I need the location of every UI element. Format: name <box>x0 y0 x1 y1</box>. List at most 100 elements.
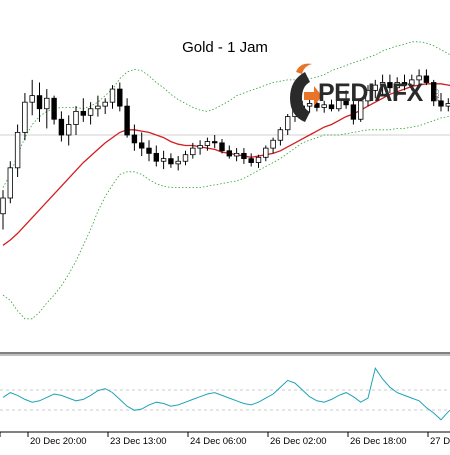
pediafx-logo: PEDIAFX .COM <box>290 63 439 122</box>
candle-body <box>73 110 79 125</box>
candle <box>357 98 364 122</box>
candle <box>87 102 94 125</box>
candle <box>226 145 232 159</box>
candle-body <box>175 160 181 165</box>
candle-body <box>401 82 408 86</box>
candle <box>138 132 145 156</box>
candle <box>0 190 6 230</box>
candle <box>211 135 218 149</box>
candle <box>102 98 108 114</box>
candle-body <box>270 139 276 149</box>
candle-body <box>153 152 159 162</box>
logo-wordmark: PEDIAFX <box>318 79 424 107</box>
candle-body <box>211 141 218 144</box>
candle <box>241 148 247 164</box>
candle <box>372 79 378 99</box>
candlesticks <box>0 69 450 230</box>
candle-body <box>160 158 167 162</box>
candle <box>14 124 21 177</box>
candle-body <box>146 147 152 154</box>
candle-body <box>36 95 43 110</box>
candle-body <box>51 97 57 120</box>
candle <box>321 100 327 113</box>
candle-body <box>80 110 86 116</box>
candle-body <box>314 103 320 108</box>
x-tick-label: 24 Dec 06:00 <box>190 436 247 447</box>
candle <box>7 161 13 204</box>
candle-body <box>131 134 138 144</box>
candle <box>277 127 284 146</box>
candle <box>409 74 415 91</box>
candle-body <box>423 75 430 83</box>
candle-body <box>87 108 94 116</box>
indicator-series-line <box>2 366 450 421</box>
candle <box>109 85 116 109</box>
candle <box>51 95 57 125</box>
candle-body <box>277 129 284 141</box>
candle <box>394 77 400 96</box>
candle <box>401 74 408 91</box>
candle-body <box>379 82 386 86</box>
x-tick-label: 23 Dec 13:00 <box>110 436 167 447</box>
logo-com: .COM <box>433 88 439 101</box>
pediafx-logo-mark <box>290 63 322 122</box>
candle-body <box>124 105 130 136</box>
candle <box>73 106 79 135</box>
candle-body <box>197 145 203 149</box>
candle-body <box>226 150 232 157</box>
candle-body <box>14 131 21 169</box>
candle-body <box>241 152 247 160</box>
candle-body <box>58 118 65 136</box>
candle <box>255 154 262 168</box>
candle-body <box>182 154 189 162</box>
candle-body <box>263 147 269 158</box>
candle <box>233 148 240 162</box>
candle-body <box>255 156 262 163</box>
candle-body <box>336 99 342 110</box>
indicator-pane <box>0 366 450 421</box>
candle <box>350 99 357 125</box>
bollinger-bands <box>2 41 450 320</box>
candle-body <box>394 82 400 89</box>
candle-body <box>102 101 108 107</box>
candle <box>66 115 72 146</box>
candle <box>416 69 422 88</box>
x-axis-ticks: 20 Dec 20:00 23 Dec 13:00 24 Dec 06:00 26 D… <box>0 432 450 447</box>
candle-body <box>29 95 35 103</box>
candle <box>44 89 50 129</box>
candle <box>190 142 196 159</box>
candle-body <box>409 79 415 86</box>
candle-body <box>7 167 13 199</box>
candle <box>36 82 43 122</box>
candle <box>328 99 335 112</box>
candle <box>423 69 430 86</box>
candle-body <box>416 75 422 81</box>
candle-body <box>138 142 145 149</box>
candle <box>438 93 444 112</box>
candle <box>387 74 393 93</box>
candle-body <box>233 152 240 157</box>
candle <box>197 140 203 155</box>
candle-body <box>117 88 123 107</box>
candle-body <box>387 82 393 89</box>
candle <box>95 95 101 117</box>
candle <box>336 95 342 112</box>
candle-body <box>321 104 327 108</box>
candle <box>204 137 211 151</box>
candle <box>270 137 276 154</box>
candle <box>124 98 130 138</box>
candle <box>117 82 123 112</box>
candle-body <box>44 97 50 110</box>
x-tick-label: 20 Dec 20:00 <box>30 436 87 447</box>
candle-body <box>284 116 291 131</box>
x-tick-label: 26 Dec 18:00 <box>350 436 407 447</box>
candle <box>263 145 269 162</box>
candle <box>445 98 450 112</box>
candle <box>248 153 254 167</box>
candle-body <box>168 158 174 165</box>
candle-body <box>357 100 364 120</box>
candle-body <box>219 142 225 152</box>
candle-body <box>365 89 371 102</box>
